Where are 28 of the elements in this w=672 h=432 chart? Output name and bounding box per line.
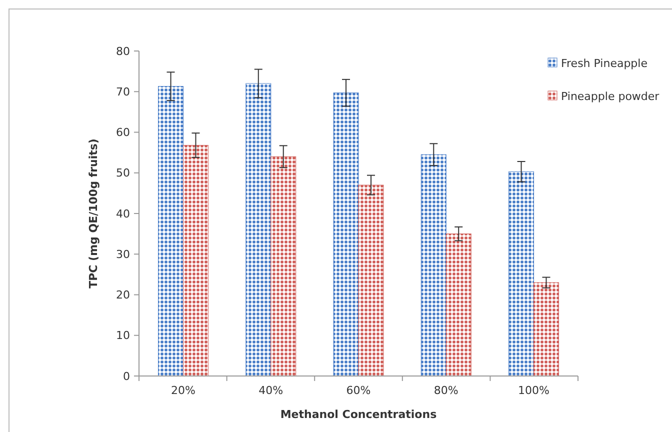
- y-tick-label: 20: [116, 288, 130, 302]
- y-tick-label: 30: [116, 248, 130, 261]
- y-tick-label: 50: [116, 166, 130, 180]
- y-tick-label: 70: [116, 85, 130, 98]
- legend-label: Pineapple powder: [561, 90, 660, 103]
- bar: [270, 156, 296, 376]
- x-tick-label: 80%: [434, 384, 458, 397]
- bar: [534, 282, 559, 376]
- legend-label: Fresh Pineapple: [561, 56, 648, 70]
- y-tick-label: 40: [116, 207, 130, 220]
- bar: [333, 92, 359, 376]
- bar: [183, 145, 208, 376]
- bar: [246, 83, 272, 376]
- bar: [358, 184, 384, 376]
- x-tick-label: 100%: [518, 384, 550, 397]
- y-axis-title: TPC (mg QE/100g fruits): [87, 138, 100, 288]
- y-tick-label: 10: [116, 329, 130, 342]
- x-tick-label: 40%: [258, 384, 284, 397]
- y-tick-label: 80: [116, 44, 130, 58]
- y-tick-label: 60: [116, 126, 130, 140]
- bar: [508, 171, 534, 376]
- y-tick-label: 0: [123, 370, 130, 383]
- bar: [158, 86, 184, 376]
- bar: [420, 154, 446, 376]
- x-tick-label: 20%: [171, 384, 196, 397]
- x-tick-label: 60%: [346, 384, 371, 397]
- bar: [446, 234, 472, 376]
- x-axis-title: Methanol Concentrations: [280, 408, 438, 421]
